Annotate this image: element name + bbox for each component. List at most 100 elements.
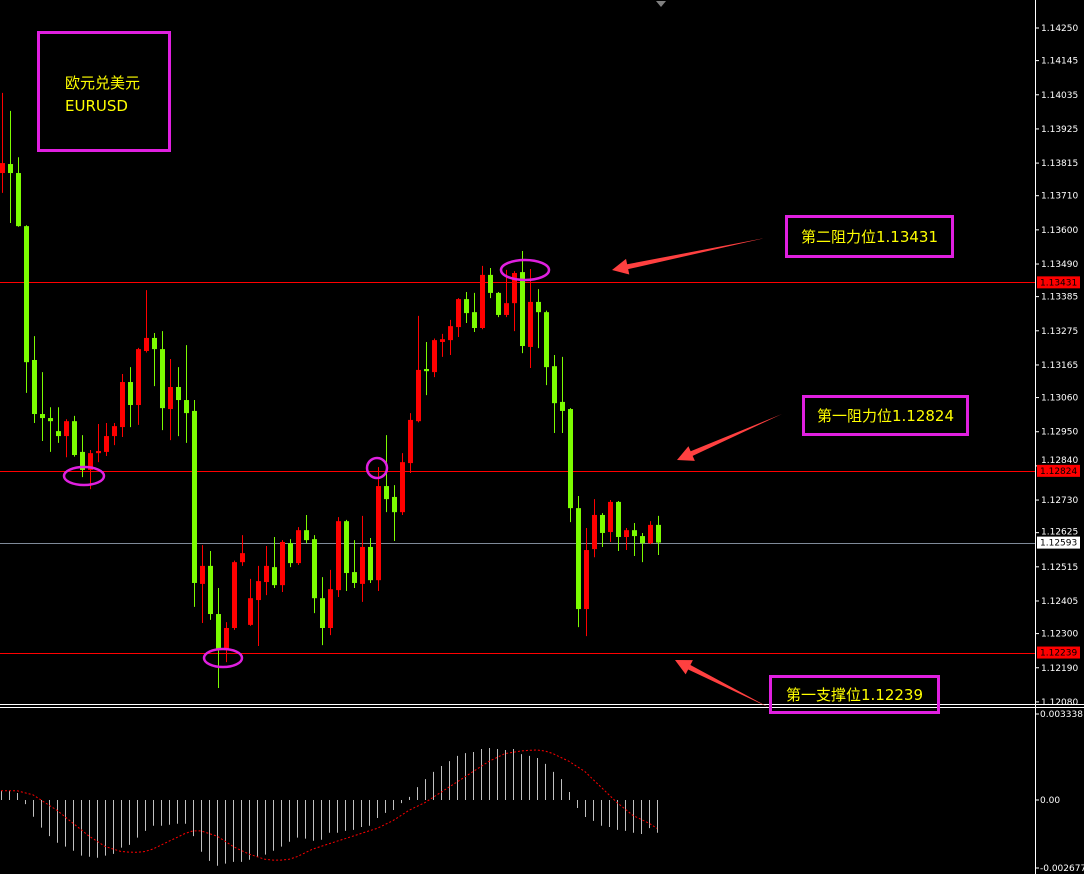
candle-body	[616, 501, 621, 538]
candle-body	[408, 419, 413, 464]
y-tick-label: 1.13815	[1041, 159, 1078, 169]
candle	[376, 467, 381, 592]
candle	[88, 450, 93, 490]
scroll-marker-icon[interactable]	[656, 1, 666, 7]
y-tick-label: 1.13165	[1041, 361, 1078, 371]
candle-body	[416, 369, 421, 422]
symbol-name-cn: 欧元兑美元	[65, 74, 141, 92]
candle	[208, 550, 213, 620]
candle-body	[328, 589, 333, 628]
candle	[496, 291, 501, 318]
candle	[200, 545, 205, 624]
candle	[544, 310, 549, 386]
candle-body	[32, 359, 37, 415]
candle-body	[520, 272, 525, 347]
candle	[16, 157, 21, 227]
candle	[640, 532, 645, 563]
resistance2-price-tag	[1037, 276, 1080, 289]
y-tick-label: 1.12950	[1041, 428, 1078, 438]
candle	[56, 407, 61, 443]
candle	[264, 546, 269, 596]
candle-body	[240, 553, 245, 563]
candle-body	[152, 337, 157, 350]
candle-body	[360, 546, 365, 584]
candle	[552, 355, 557, 433]
candle-body	[96, 450, 101, 454]
candle-body	[608, 501, 613, 533]
candle-body	[24, 226, 29, 363]
candle-body	[504, 303, 509, 315]
candle	[488, 268, 493, 299]
candle-body	[480, 274, 485, 328]
candle	[216, 587, 221, 688]
current-price-tag	[1037, 536, 1080, 549]
candle	[192, 400, 197, 607]
candle	[240, 535, 245, 566]
candle-body	[456, 299, 461, 328]
annotation-marks	[62, 238, 782, 708]
resistance2-label-box: 第二阻力位1.13431	[785, 215, 954, 258]
candle	[560, 356, 565, 433]
candle-body	[464, 299, 469, 314]
candle-body	[320, 598, 325, 628]
macd-tick-label: -0.002677	[1040, 864, 1084, 874]
candle-body	[656, 524, 661, 543]
symbol-name: EURUSD	[65, 97, 128, 115]
candle-body	[40, 414, 45, 419]
candle-body	[16, 173, 21, 227]
support1-price-tag-label: 1.12239	[1040, 649, 1077, 659]
candle-body	[560, 401, 565, 411]
candle-body	[72, 421, 77, 456]
candle	[48, 407, 53, 452]
candle-body	[496, 292, 501, 315]
candle	[648, 521, 653, 545]
candle-body	[432, 340, 437, 373]
candle-body	[64, 421, 69, 437]
candle-body	[472, 312, 477, 328]
arrow-icon	[675, 660, 770, 708]
y-tick-label: 1.12625	[1041, 528, 1078, 538]
y-tick-label: 1.12730	[1041, 496, 1078, 506]
candle	[592, 499, 597, 558]
y-tick-label: 1.13275	[1041, 327, 1078, 337]
candle	[128, 367, 133, 428]
candle-body	[296, 530, 301, 564]
candle-body	[224, 628, 229, 651]
candle	[504, 269, 509, 318]
resistance1-label-box: 第一阻力位1.12824	[802, 395, 969, 436]
candle	[288, 539, 293, 568]
candle-body	[440, 339, 445, 342]
candle-body	[336, 521, 341, 591]
candle	[312, 535, 317, 614]
current-price-tag-label: 1.12593	[1040, 539, 1077, 549]
candle-body	[256, 581, 261, 601]
candle-body	[400, 462, 405, 513]
candle	[176, 367, 181, 437]
candle	[464, 291, 469, 324]
candle-body	[120, 382, 125, 428]
candle-body	[272, 567, 277, 586]
resistance2-price-tag-label: 1.13431	[1040, 278, 1077, 288]
y-tick-label: 1.12190	[1041, 664, 1078, 674]
candle-body	[576, 508, 581, 610]
candle-body	[8, 164, 13, 174]
candle	[608, 500, 613, 542]
candle	[152, 332, 157, 387]
highlight-ellipse	[202, 647, 244, 669]
arrow-icon	[612, 238, 765, 275]
macd-tick-label: 0.003338	[1040, 710, 1083, 720]
candle-body	[0, 163, 5, 174]
candle	[80, 435, 85, 478]
candle	[328, 569, 333, 636]
y-tick-label: 1.12300	[1041, 630, 1078, 640]
support1-label-box: 第一支撑位1.12239	[769, 675, 940, 714]
highlight-ellipse	[62, 465, 106, 487]
support1-label: 第一支撑位1.12239	[785, 686, 924, 704]
y-tick-label: 1.13060	[1041, 394, 1078, 404]
candle-body	[368, 546, 373, 581]
candle	[224, 622, 229, 663]
candle-body	[288, 543, 293, 564]
candle	[320, 577, 325, 646]
